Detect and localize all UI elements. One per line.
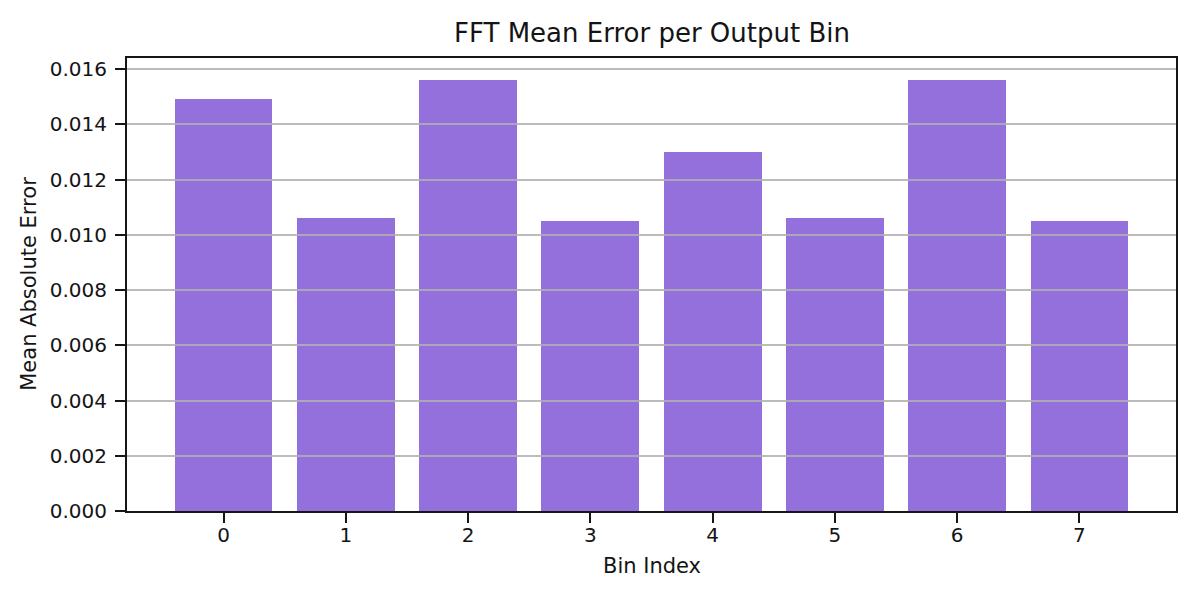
x-tick-label: 5 (829, 523, 842, 547)
y-tick-mark (115, 510, 125, 512)
x-tick-mark (712, 513, 714, 523)
figure: FFT Mean Error per Output Bin Mean Absol… (0, 0, 1200, 600)
y-tick-mark (115, 400, 125, 402)
bar-bin-2 (419, 80, 517, 511)
gridline-y-0.006 (127, 344, 1176, 346)
x-tick-label: 4 (706, 523, 719, 547)
plot-area: 0.0000.0020.0040.0060.0080.0100.0120.014… (125, 56, 1178, 513)
bar-bin-7 (1031, 221, 1129, 511)
bar-bin-5 (786, 218, 884, 511)
y-tick-label: 0.002 (0, 445, 107, 467)
x-tick-mark (467, 513, 469, 523)
x-tick-label: 1 (339, 523, 352, 547)
gridline-y-0.012 (127, 179, 1176, 181)
x-tick-label: 2 (462, 523, 475, 547)
x-tick-mark (1078, 513, 1080, 523)
x-tick-mark (834, 513, 836, 523)
y-tick-label: 0.014 (0, 113, 107, 135)
gridline-y-0.014 (127, 123, 1176, 125)
x-tick-label: 3 (584, 523, 597, 547)
x-tick-label: 7 (1073, 523, 1086, 547)
chart-title: FFT Mean Error per Output Bin (454, 18, 850, 48)
x-tick-mark (345, 513, 347, 523)
y-tick-label: 0.016 (0, 58, 107, 80)
bar-bin-0 (175, 99, 273, 511)
bar-bin-6 (908, 80, 1006, 511)
bar-bin-4 (664, 152, 762, 511)
y-tick-label: 0.000 (0, 500, 107, 522)
y-tick-mark (115, 289, 125, 291)
y-tick-label: 0.006 (0, 334, 107, 356)
gridline-y-0.010 (127, 234, 1176, 236)
bar-bin-3 (541, 221, 639, 511)
x-tick-label: 0 (217, 523, 230, 547)
gridline-y-0.004 (127, 400, 1176, 402)
y-tick-label: 0.010 (0, 224, 107, 246)
y-tick-mark (115, 68, 125, 70)
gridline-y-0.002 (127, 455, 1176, 457)
y-tick-mark (115, 344, 125, 346)
y-tick-mark (115, 123, 125, 125)
y-tick-mark (115, 179, 125, 181)
y-tick-mark (115, 234, 125, 236)
x-tick-mark (223, 513, 225, 523)
x-tick-label: 6 (951, 523, 964, 547)
gridline-y-0.016 (127, 68, 1176, 70)
gridline-y-0.008 (127, 289, 1176, 291)
x-tick-mark (956, 513, 958, 523)
x-tick-mark (589, 513, 591, 523)
y-tick-label: 0.008 (0, 279, 107, 301)
y-tick-label: 0.004 (0, 390, 107, 412)
x-axis-label: Bin Index (603, 554, 701, 578)
y-tick-label: 0.012 (0, 169, 107, 191)
bar-bin-1 (297, 218, 395, 511)
y-tick-mark (115, 455, 125, 457)
